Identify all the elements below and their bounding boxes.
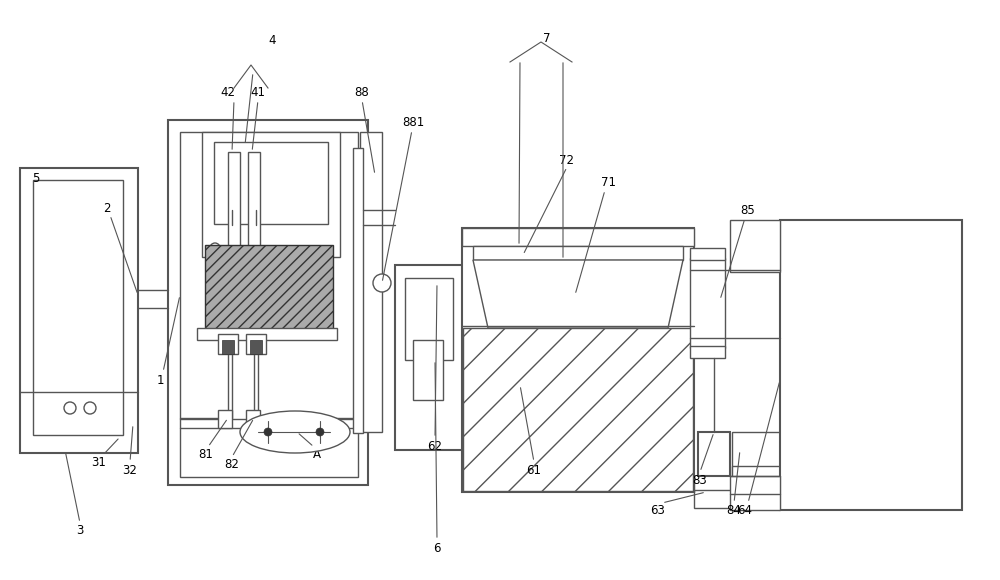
Bar <box>228 152 240 270</box>
Circle shape <box>373 274 391 292</box>
Text: 42: 42 <box>220 86 236 100</box>
Bar <box>246 410 260 428</box>
Bar <box>218 410 232 428</box>
Bar <box>698 432 730 476</box>
Bar <box>780 220 962 510</box>
Bar <box>180 132 358 477</box>
Bar <box>250 340 262 354</box>
Text: 85: 85 <box>741 204 755 216</box>
Bar <box>462 228 694 492</box>
Bar <box>694 490 732 508</box>
Text: 71: 71 <box>600 176 616 190</box>
Bar <box>730 220 780 272</box>
Ellipse shape <box>240 411 350 453</box>
Bar <box>463 328 693 491</box>
Circle shape <box>264 428 272 436</box>
Text: 2: 2 <box>103 201 111 215</box>
Circle shape <box>316 428 324 436</box>
Bar <box>690 248 725 260</box>
Bar <box>218 334 238 354</box>
Polygon shape <box>473 260 683 328</box>
Circle shape <box>210 243 220 253</box>
Bar <box>222 340 234 354</box>
Text: 41: 41 <box>250 86 266 100</box>
Bar <box>730 476 780 510</box>
Text: 881: 881 <box>402 115 424 129</box>
Text: 82: 82 <box>225 459 239 472</box>
Text: 63: 63 <box>651 505 665 517</box>
Text: 1: 1 <box>156 374 164 386</box>
Bar <box>405 278 453 360</box>
Bar <box>20 168 138 453</box>
Text: 31: 31 <box>92 455 106 469</box>
Text: 5: 5 <box>32 172 40 184</box>
Text: 4: 4 <box>268 34 276 46</box>
Bar <box>732 466 782 494</box>
Text: 64: 64 <box>738 505 753 517</box>
Circle shape <box>84 402 96 414</box>
Circle shape <box>64 402 76 414</box>
Bar <box>248 152 260 270</box>
Bar <box>168 120 368 485</box>
Bar <box>360 132 382 432</box>
Bar <box>214 142 328 224</box>
Text: 88: 88 <box>355 85 369 99</box>
Text: 7: 7 <box>543 31 551 45</box>
Text: 6: 6 <box>433 542 441 556</box>
Text: 32: 32 <box>123 463 137 477</box>
Text: 3: 3 <box>76 524 84 538</box>
Text: 61: 61 <box>526 463 542 477</box>
Bar <box>197 328 337 340</box>
Bar <box>690 346 725 358</box>
Bar <box>732 432 782 494</box>
Text: 72: 72 <box>560 154 574 166</box>
Bar <box>395 265 463 450</box>
Bar <box>690 258 725 348</box>
Bar <box>246 334 266 354</box>
Text: A: A <box>313 448 321 462</box>
Text: 84: 84 <box>727 505 741 517</box>
Bar <box>353 148 363 433</box>
Bar <box>33 180 123 435</box>
Bar <box>205 245 333 333</box>
Text: 62: 62 <box>428 440 442 454</box>
Text: 81: 81 <box>199 448 213 462</box>
Bar <box>413 340 443 400</box>
Bar <box>462 228 694 246</box>
Text: 83: 83 <box>693 473 707 487</box>
Bar <box>202 132 340 257</box>
Bar <box>473 246 683 260</box>
